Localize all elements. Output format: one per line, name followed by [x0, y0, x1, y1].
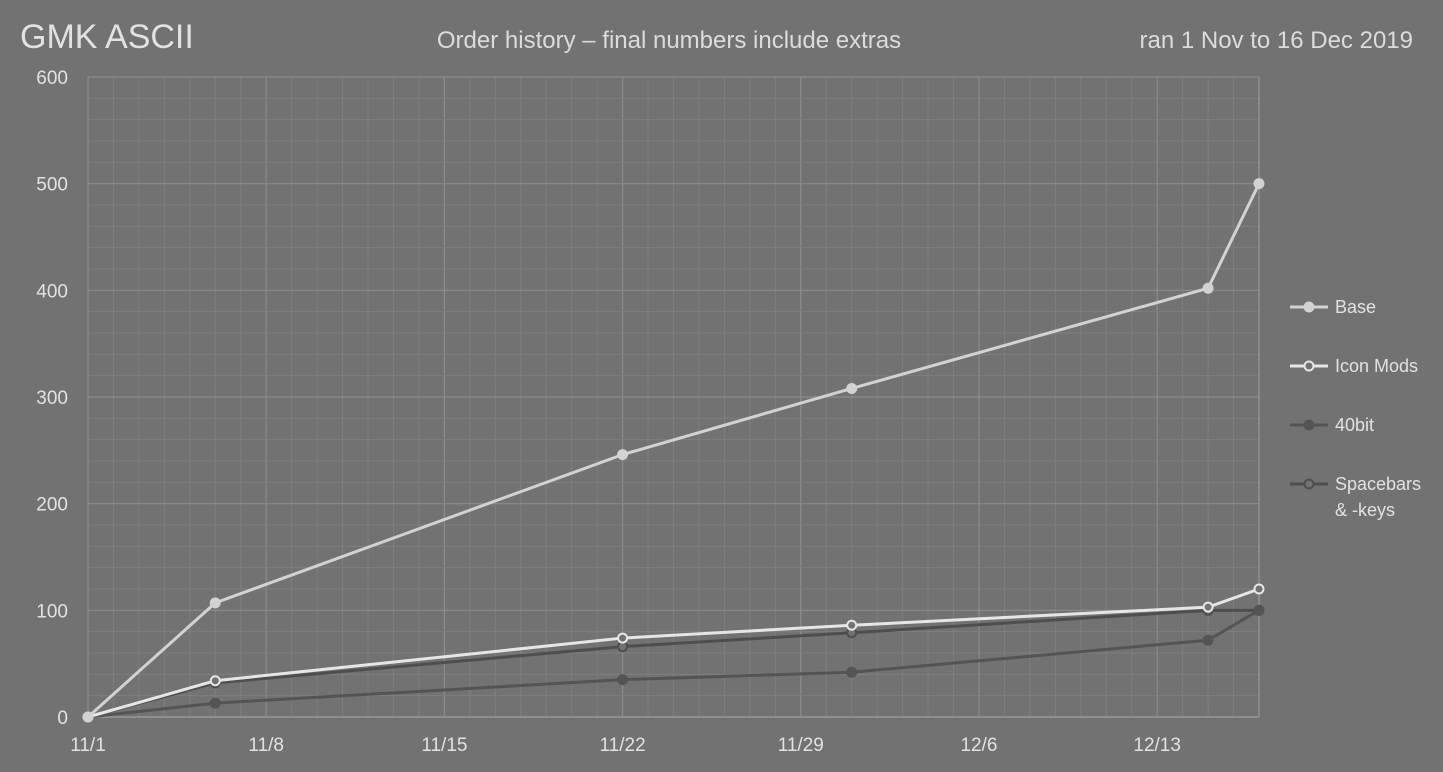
legend-item: 40bit [1290, 415, 1374, 435]
legend-label: Icon Mods [1335, 356, 1418, 376]
grid-layer [87, 76, 1260, 718]
axis-layer: 0 100 200 300 400 500 600 11/1 11/8 11/15 11/22 11/… [36, 68, 1260, 756]
series-layer [82, 178, 1265, 723]
series-base [82, 178, 1265, 723]
series-line [86, 183, 1261, 719]
x-tick-label: 11/1 [70, 735, 106, 756]
data-point [617, 449, 629, 461]
x-tick-label: 12/13 [1133, 735, 1181, 756]
x-tick-label: 11/15 [421, 735, 467, 756]
data-point [617, 632, 629, 644]
chart-subtitle: Order history – final numbers include ex… [437, 27, 901, 54]
y-tick-label: 0 [57, 708, 68, 729]
data-point [1202, 282, 1214, 294]
data-point [617, 674, 629, 686]
y-tick-label: 100 [36, 601, 68, 622]
x-tick-label: 11/29 [778, 735, 824, 756]
y-tick-label: 600 [36, 68, 68, 89]
data-point [1253, 583, 1265, 595]
date-range-text: ran 1 Nov to 16 Dec 2019 [1139, 27, 1413, 54]
legend-label: 40bit [1335, 415, 1374, 435]
legend-label: Spacebars & -keys [1335, 474, 1421, 520]
y-tick-label: 200 [36, 495, 68, 516]
legend-item: Base [1290, 297, 1376, 317]
legend-swatch-marker [1303, 301, 1315, 313]
x-tick-label: 12/6 [960, 735, 997, 756]
data-point [209, 597, 221, 609]
series-line [87, 608, 1259, 719]
data-point [209, 675, 221, 687]
data-point [846, 619, 858, 631]
data-point [209, 697, 221, 709]
data-point [1202, 601, 1214, 613]
legend-item: Icon Mods [1290, 356, 1418, 376]
data-point [846, 666, 858, 678]
legend-swatch-marker [1303, 478, 1315, 490]
legend-swatch-marker [1303, 419, 1315, 431]
series-line [87, 609, 1260, 719]
y-tick-label: 500 [36, 175, 68, 196]
x-tick-label: 11/8 [248, 735, 284, 756]
data-point [1202, 634, 1214, 646]
legend-layer: Base Icon Mods 40bit Spacebars & -keys [1290, 297, 1421, 520]
data-point [1253, 604, 1265, 616]
y-tick-label: 300 [36, 388, 68, 409]
series-line [87, 587, 1260, 719]
legend-label: Base [1335, 297, 1376, 317]
legend-item: Spacebars & -keys [1290, 474, 1421, 520]
x-tick-label: 11/22 [600, 735, 646, 756]
data-point [82, 711, 94, 723]
data-point [1253, 178, 1265, 190]
data-point [846, 382, 858, 394]
legend-swatch-marker [1303, 360, 1315, 372]
y-tick-label: 400 [36, 281, 68, 302]
chart-title: GMK ASCII [20, 18, 194, 56]
